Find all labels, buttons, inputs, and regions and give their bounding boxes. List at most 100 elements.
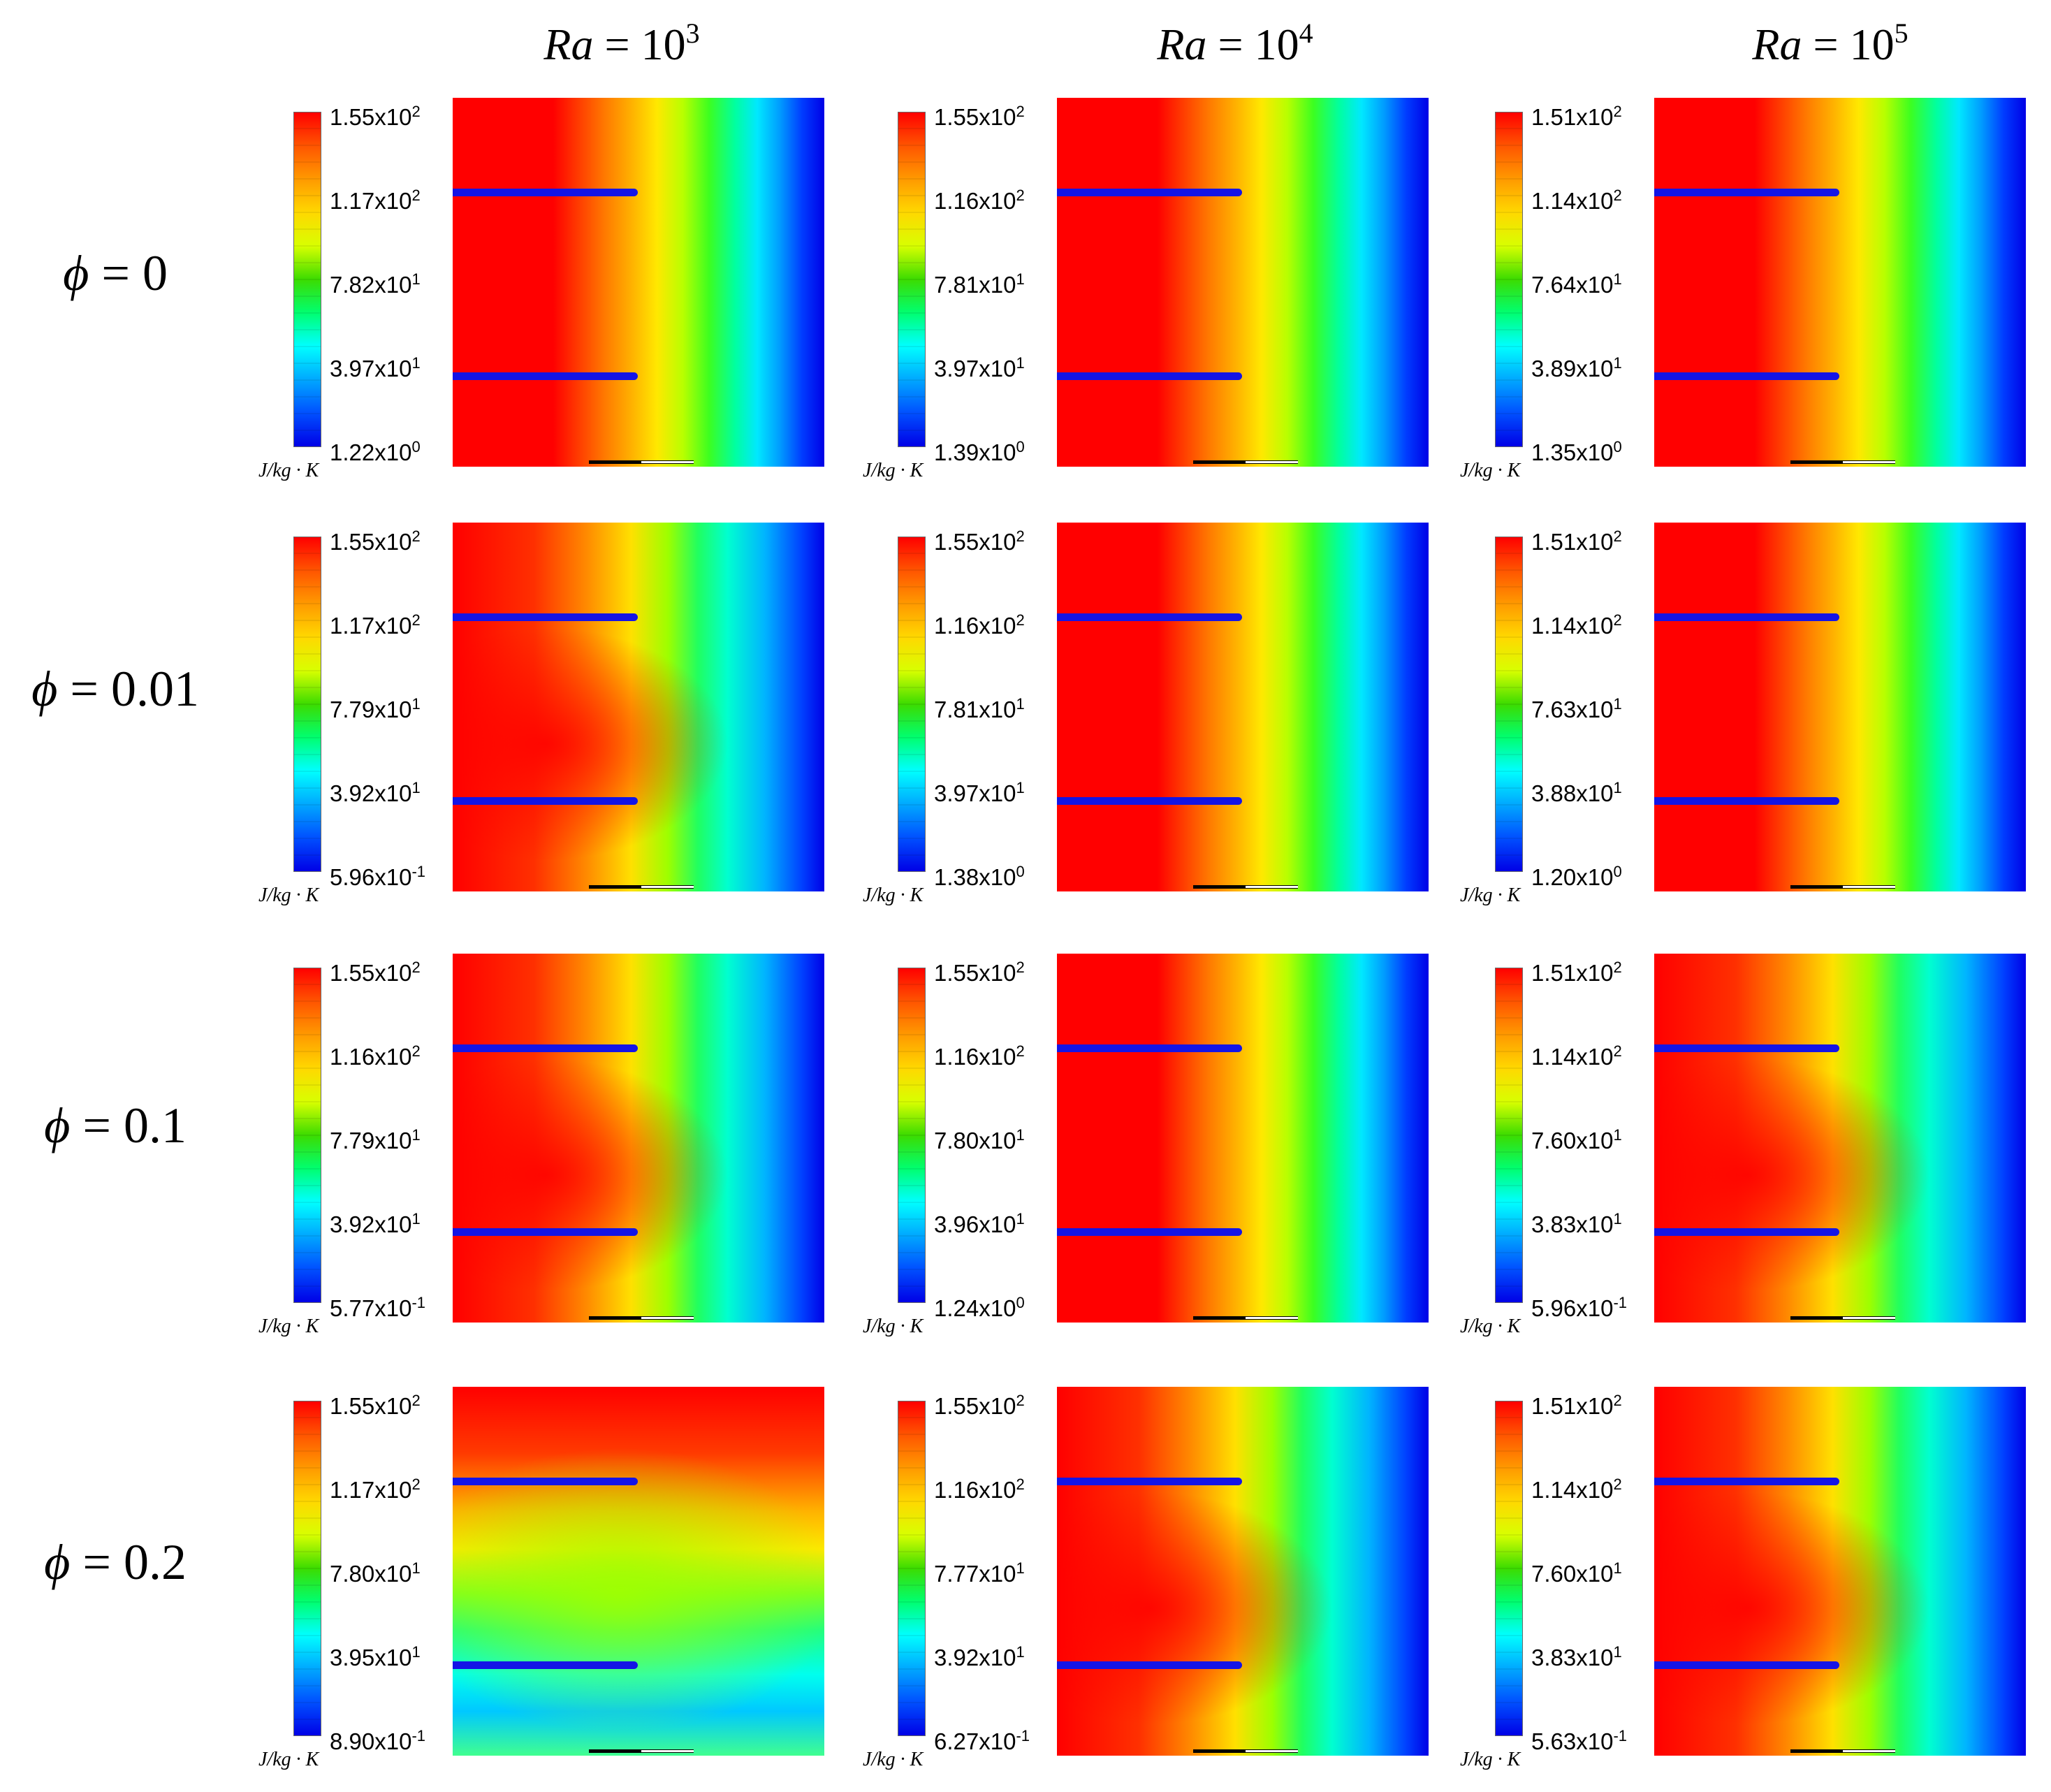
colorbar-tick-label: 3.92x101 [330,1210,421,1237]
colorbar-tick-label: 5.96x10-1 [330,863,425,890]
colorbar-tick-label: 1.38x100 [934,863,1025,890]
colorbar-tick-label: 1.55x102 [330,1392,421,1419]
colorbar-unit-label: J/kg · K [258,1749,319,1770]
lower-fin [1057,1661,1242,1669]
colorbar-tick-label: 7.80x101 [330,1559,421,1587]
colorbar-tick-label: 1.55x102 [934,103,1025,130]
colorbar-tick-label: 1.55x102 [330,959,421,986]
colorbar [1495,1401,1523,1736]
colorbar-tick-label: 3.88x101 [1531,779,1622,806]
colorbar-tick-label: 3.92x101 [330,779,421,806]
scale-bar [589,1749,694,1753]
ra-symbol: Ra [1752,20,1802,69]
column-header-ra-1e5: Ra = 105 [1752,17,1908,69]
colorbar-tick-label: 7.77x101 [934,1559,1025,1587]
upper-fin [1654,189,1839,196]
colorbar [1495,537,1523,872]
colorbar-tick-label: 1.14x102 [1531,1042,1622,1070]
lower-fin [453,1228,638,1236]
colorbar-tick-label: 1.35x100 [1531,438,1622,465]
colorbar-tick-label: 1.22x100 [330,438,421,465]
colorbar-tick-label: 1.14x102 [1531,187,1622,214]
contour-panel-r2-c2: 1.55x102 1.16x102 7.81x101 3.97x101 1.38x100… [863,523,1484,928]
colorbar-tick-label: 7.60x101 [1531,1559,1622,1587]
colorbar-tick-label: 7.81x101 [934,695,1025,722]
colorbar-tick-label: 1.17x102 [330,1476,421,1503]
colorbar-unit-label: J/kg · K [1460,460,1521,481]
colorbar-tick-label: 7.81x101 [934,270,1025,298]
scale-bar [1790,460,1895,464]
upper-fin [1654,613,1839,621]
colorbar-tick-label: 1.55x102 [934,959,1025,986]
row-header-phi-001: ϕ = 0.01 [31,661,199,717]
colorbar-tick-label: 1.16x102 [934,187,1025,214]
colorbar-tick-label: 7.63x101 [1531,695,1622,722]
colorbar-tick-label: 1.55x102 [934,527,1025,555]
scale-bar [1790,885,1895,889]
upper-fin [1654,1044,1839,1052]
colorbar [898,968,926,1303]
contour-panel-r3-c2: 1.55x102 1.16x102 7.80x101 3.96x101 1.24x100… [863,954,1484,1359]
contour-panel-r1-c1: 1.55x102 1.17x102 7.82x101 3.97x101 1.22x100… [258,98,880,503]
colorbar-tick-label: 7.79x101 [330,1126,421,1153]
colorbar-tick-label: 3.96x101 [934,1210,1025,1237]
colorbar [1495,968,1523,1303]
contour-panel-r4-c2: 1.55x102 1.16x102 7.77x101 3.92x101 6.27x10-… [863,1387,1484,1792]
lower-fin [453,1661,638,1669]
colorbar-tick-label: 3.89x101 [1531,354,1622,381]
temperature-contour-field [1057,1387,1429,1756]
colorbar-tick-label: 1.16x102 [330,1042,421,1070]
colorbar-unit-label: J/kg · K [863,1316,924,1337]
scale-bar [589,885,694,889]
temperature-contour-field [1057,523,1429,891]
colorbar-tick-label: 3.92x101 [934,1643,1025,1670]
colorbar-tick-label: 5.96x10-1 [1531,1294,1627,1321]
colorbar-tick-label: 5.63x10-1 [1531,1727,1627,1754]
colorbar-tick-label: 7.80x101 [934,1126,1025,1153]
colorbar [293,968,321,1303]
upper-fin [1057,613,1242,621]
colorbar-tick-label: 7.82x101 [330,270,421,298]
lower-fin [1654,1661,1839,1669]
colorbar-tick-label: 1.14x102 [1531,1476,1622,1503]
colorbar-tick-label: 1.14x102 [1531,611,1622,639]
colorbar [1495,112,1523,447]
colorbar-tick-label: 1.51x102 [1531,959,1622,986]
upper-fin [1057,189,1242,196]
colorbar-tick-label: 1.55x102 [330,103,421,130]
colorbar-unit-label: J/kg · K [258,884,319,906]
contour-panel-r4-c3: 1.51x102 1.14x102 7.60x101 3.83x101 5.63x10-… [1460,1387,2051,1792]
upper-fin [453,189,638,196]
colorbar-tick-label: 3.83x101 [1531,1210,1622,1237]
column-header-ra-1e3: Ra = 103 [543,17,700,69]
colorbar-tick-label: 7.60x101 [1531,1126,1622,1153]
colorbar-tick-label: 3.95x101 [330,1643,421,1670]
colorbar-tick-label: 1.24x100 [934,1294,1025,1321]
temperature-contour-field [453,954,824,1323]
colorbar-tick-label: 1.17x102 [330,611,421,639]
scale-bar [1790,1749,1895,1753]
scale-bar [1193,1316,1298,1320]
ra-symbol: Ra [1157,20,1207,69]
lower-fin [1654,1228,1839,1236]
colorbar-tick-label: 1.17x102 [330,187,421,214]
contour-panel-r2-c1: 1.55x102 1.17x102 7.79x101 3.92x101 5.96x10-… [258,523,880,928]
colorbar [898,112,926,447]
colorbar-tick-label: 7.64x101 [1531,270,1622,298]
temperature-contour-field [1057,98,1429,467]
colorbar-tick-label: 1.16x102 [934,611,1025,639]
upper-fin [1654,1478,1839,1485]
ra-symbol: Ra [543,20,594,69]
colorbar-tick-label: 1.20x100 [1531,863,1622,890]
contour-panel-r3-c3: 1.51x102 1.14x102 7.60x101 3.83x101 5.96x10-… [1460,954,2051,1359]
colorbar [293,112,321,447]
colorbar-tick-label: 6.27x10-1 [934,1727,1030,1754]
colorbar-tick-label: 1.51x102 [1531,527,1622,555]
scale-bar [1193,885,1298,889]
colorbar-tick-label: 7.79x101 [330,695,421,722]
contour-panel-r3-c1: 1.55x102 1.16x102 7.79x101 3.92x101 5.77x10-… [258,954,880,1359]
temperature-contour-field [1654,98,2026,467]
colorbar-unit-label: J/kg · K [1460,1749,1521,1770]
lower-fin [453,372,638,380]
upper-fin [1057,1478,1242,1485]
